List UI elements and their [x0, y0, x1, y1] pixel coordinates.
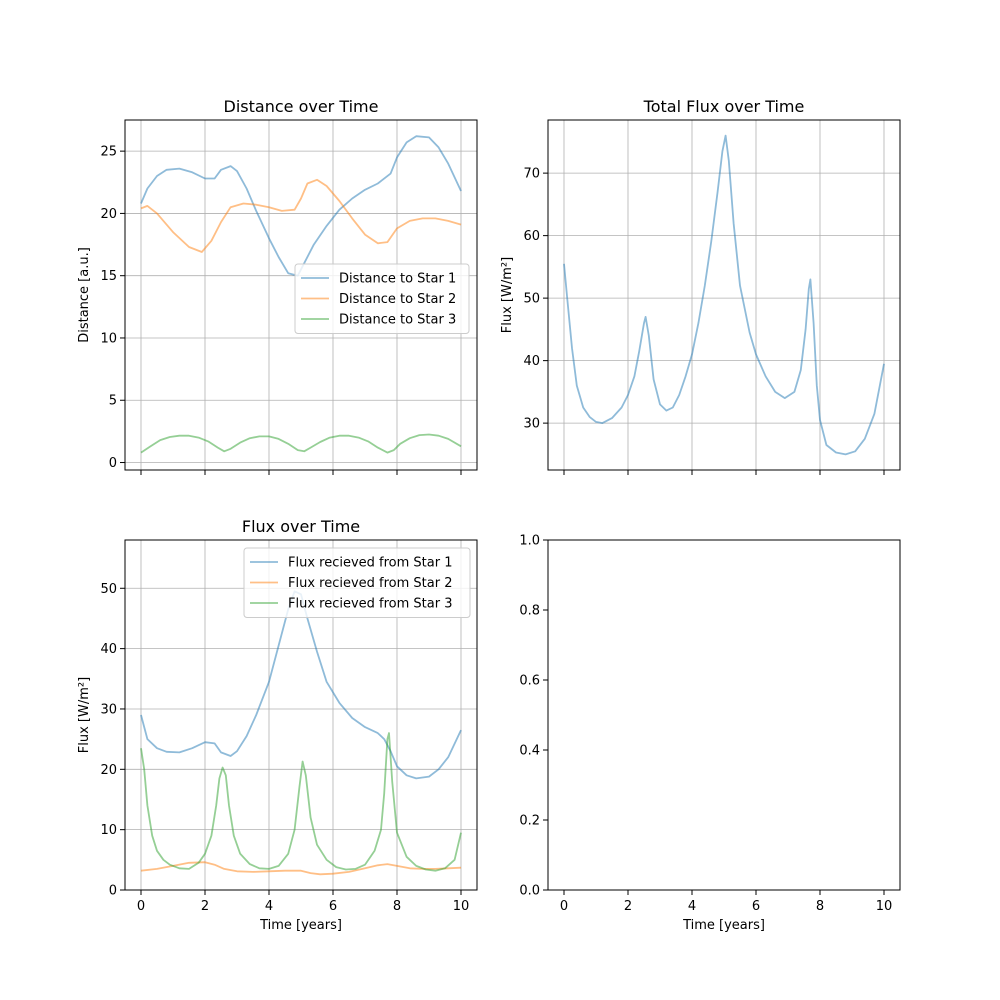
x-tick-label: 2 [201, 899, 209, 914]
y-axis-label: Flux [W/m²] [500, 257, 515, 333]
legend-label: Distance to Star 1 [339, 272, 456, 287]
series-line-1 [563, 134, 885, 456]
x-tick-label: 10 [876, 899, 893, 914]
x-axis-label: Time [years] [259, 918, 342, 933]
x-tick-label: 0 [137, 899, 145, 914]
y-tick-label: 0.4 [519, 744, 540, 759]
y-tick-label: 10 [100, 331, 117, 346]
y-tick-label: 60 [523, 229, 540, 244]
axes-frame [547, 539, 901, 891]
legend-label: Flux recieved from Star 1 [288, 556, 453, 571]
axes-frame [547, 119, 901, 471]
y-tick-label: 30 [523, 417, 540, 432]
series-line-3 [140, 433, 462, 454]
subplot-4: 0 2 4 6 8 10 0.0 0.2 0.4 0.6 0.8 1.0 Time [years] [519, 534, 901, 933]
y-tick-label: 1.0 [519, 534, 540, 549]
x-axis-label: Time [years] [682, 918, 765, 933]
y-tick-label: 50 [523, 292, 540, 307]
y-tick-label: 20 [100, 207, 117, 222]
series-line-3 [140, 732, 462, 872]
legend-box [243, 547, 471, 618]
x-tick-label: 4 [265, 899, 273, 914]
legend-label: Flux recieved from Star 2 [288, 576, 453, 591]
x-tick-label: 10 [453, 899, 470, 914]
legend-label: Flux recieved from Star 3 [288, 597, 453, 612]
legend-label: Distance to Star 3 [339, 313, 456, 328]
x-tick-label: 6 [329, 899, 337, 914]
y-tick-label: 0.6 [519, 674, 540, 689]
y-axis-label: Distance [a.u.] [77, 247, 92, 343]
y-tick-label: 0 [109, 884, 117, 899]
y-tick-label: 10 [100, 823, 117, 838]
y-tick-label: 0.2 [519, 814, 540, 829]
y-tick-label: 40 [100, 642, 117, 657]
legend: Flux recieved from Star 1 Flux recieved f… [243, 547, 471, 618]
subplot-2: 30 40 50 60 70 Total Flux over Time Flux [W/m²… [500, 97, 901, 475]
x-tick-label: 8 [393, 899, 401, 914]
x-tick-label: 0 [560, 899, 568, 914]
y-tick-label: 50 [100, 582, 117, 597]
series-line-2 [140, 861, 462, 876]
y-tick-label: 25 [100, 145, 117, 160]
x-tick-label: 2 [624, 899, 632, 914]
y-tick-label: 20 [100, 763, 117, 778]
chart-title: Distance over Time [224, 97, 379, 116]
y-tick-label: 70 [523, 167, 540, 182]
y-tick-label: 0.8 [519, 604, 540, 619]
subplot-3: 0 2 4 6 8 10 0 10 20 30 40 50 Flux over Time Time [ye… [77, 517, 478, 933]
legend-label: Distance to Star 2 [339, 292, 456, 307]
y-tick-label: 15 [100, 269, 117, 284]
x-tick-label: 4 [688, 899, 696, 914]
y-axis-label: Flux [W/m²] [77, 677, 92, 753]
y-tick-label: 0 [109, 456, 117, 471]
y-tick-label: 30 [100, 702, 117, 717]
subplot-1: 0 5 10 15 20 25 Distance over Time Distance [a.… [77, 97, 478, 475]
chart-title: Flux over Time [242, 517, 360, 536]
series-line-2 [140, 178, 462, 253]
y-tick-label: 40 [523, 354, 540, 369]
y-tick-label: 0.0 [519, 884, 540, 899]
x-tick-label: 6 [752, 899, 760, 914]
legend-box [294, 263, 470, 334]
x-tick-label: 8 [816, 899, 824, 914]
axes-frame [124, 119, 478, 471]
chart-title: Total Flux over Time [643, 97, 805, 116]
series-line-1 [140, 135, 462, 277]
y-tick-label: 5 [109, 394, 117, 409]
axes-frame [124, 539, 478, 891]
legend: Distance to Star 1 Distance to Star 2 Dist… [294, 263, 470, 334]
